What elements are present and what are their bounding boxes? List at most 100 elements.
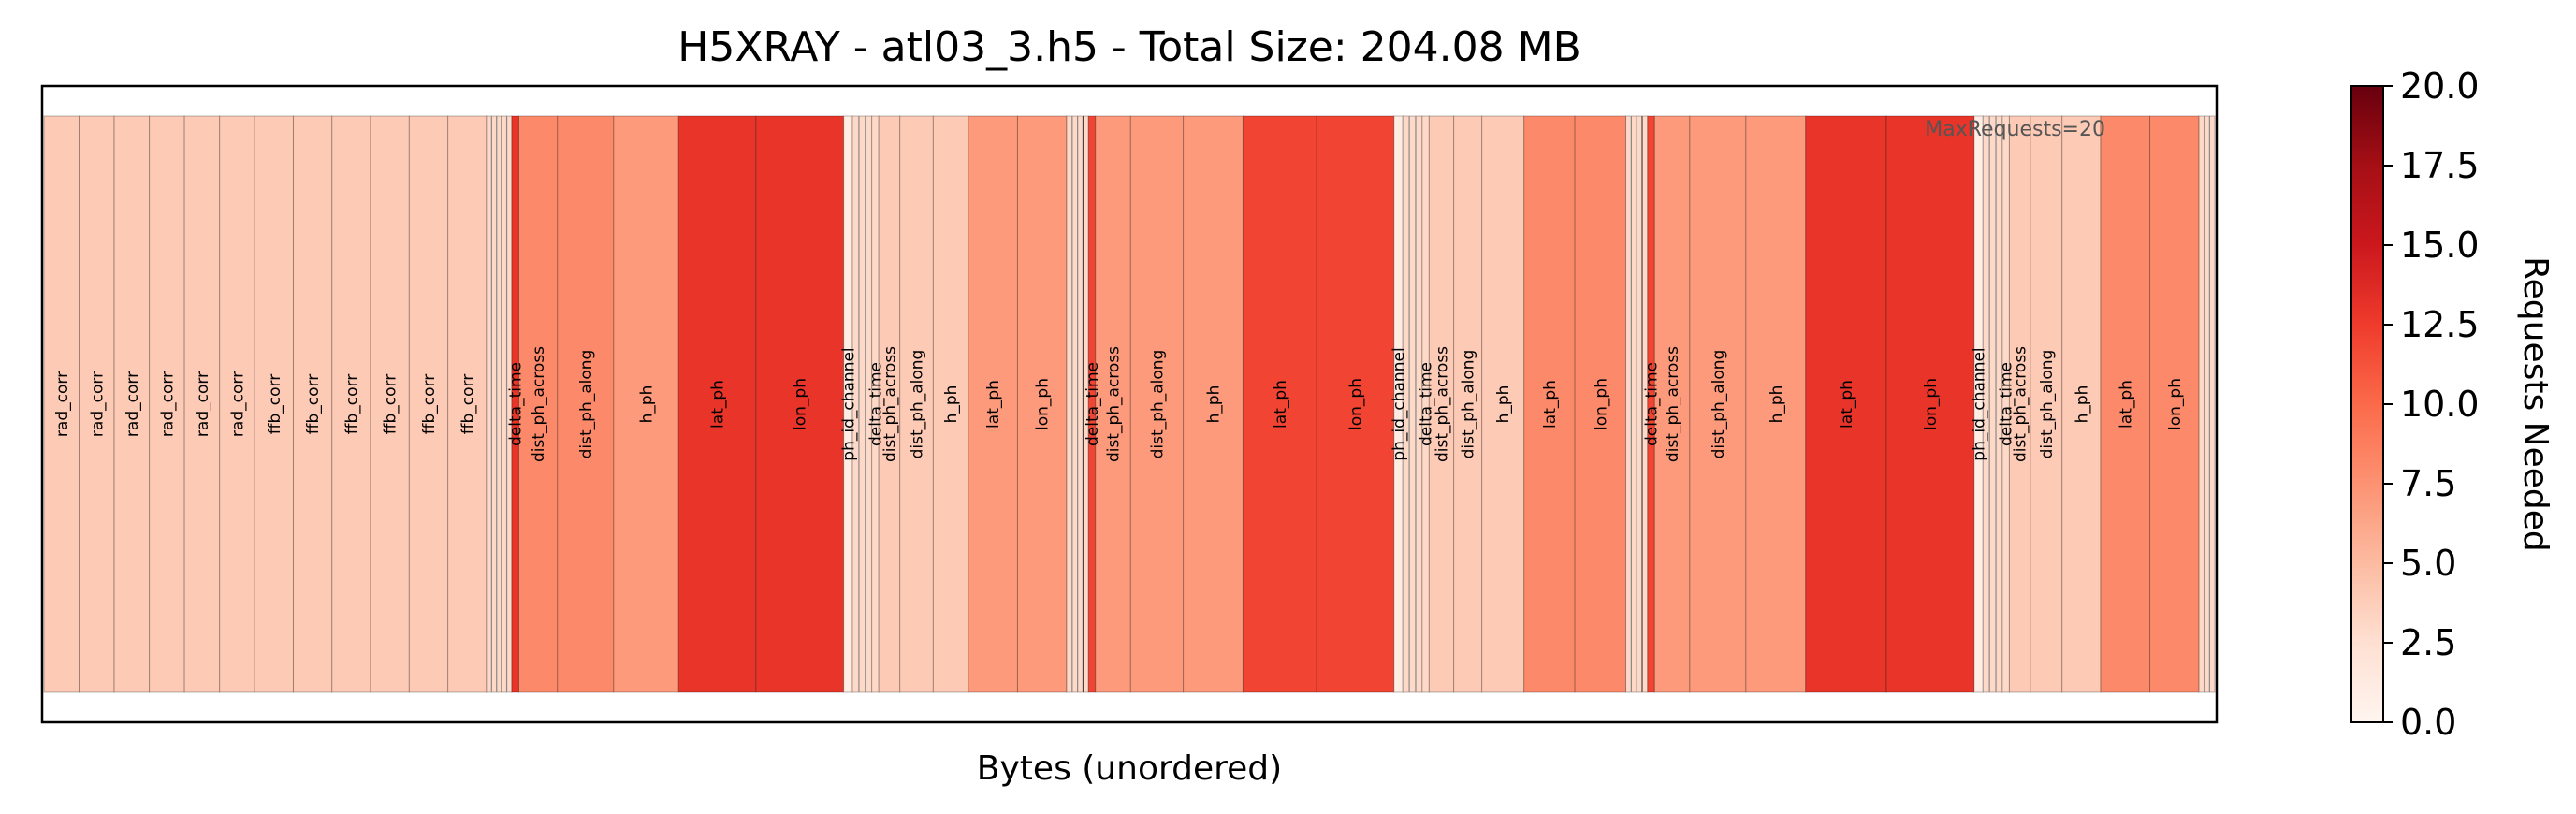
segment-dist_ph_along [1453,115,1483,693]
segment-label: ffb_corr [382,374,400,434]
segment-ffb_corr [331,115,371,693]
segment-ffb_corr [254,115,294,693]
segment-label: h_ph [1768,385,1786,424]
segment-ph_id_channel [1393,115,1404,693]
segment-label: delta_time [507,362,526,446]
chart-title: H5XRAY - atl03_3.h5 - Total Size: 204.08… [677,23,1581,71]
segment-dist_ph_across [1653,115,1691,693]
segment-label: h_ph [2073,385,2091,424]
segment-label: lon_ph [1592,378,1610,430]
segment-rad_corr [219,115,255,693]
segment-lat_ph [1242,115,1317,693]
colorbar-tick-label: 15.0 [2400,225,2480,266]
segment-label: delta_time [866,362,885,446]
segment-h_ph [1745,115,1807,693]
segment-delta_time [1421,115,1430,693]
segment-label: h_ph [1205,385,1224,424]
segment-label: dist_ph_along [577,350,596,459]
segment-lon_ph [1885,115,1975,693]
x-axis-label: Bytes (unordered) [977,749,1282,788]
segment-label: ph_id_channel [839,347,858,460]
segment-label: delta_time [1998,362,2016,446]
segment-label: rad_corr [158,371,177,437]
segment-label: rad_corr [228,371,247,437]
colorbar-tick-label: 0.0 [2400,702,2456,743]
colorbar-ticks-group: 0.0 2.5 5.0 7.5 10.0 12.5 15.0 17.5 20.0 [2383,65,2480,743]
segment-dist_ph_along [1689,115,1747,693]
segment-label: dist_ph_along [1710,350,1728,459]
segment-label: rad_corr [53,371,72,437]
segments-group [43,115,2216,693]
segment-label: dist_ph_along [1148,350,1167,459]
segment-lon_ph [1016,115,1068,693]
segment-h_ph [1183,115,1244,693]
segment-label: delta_time [1418,362,1436,446]
colorbar-tick-label: 17.5 [2400,145,2480,186]
segment-label: rad_corr [194,371,212,437]
segment-label: delta_time [1084,362,1102,446]
segment-label: lat_ph [2117,380,2135,429]
colorbar-label: Requests Needed [2516,256,2554,552]
segment-label: lon_ph [2166,378,2185,430]
segment-rad_corr [149,115,185,693]
segment-rad_corr [79,115,115,693]
segment-label: h_ph [638,385,657,424]
segment-dist_ph_across [1428,115,1455,693]
segment-ffb_corr [447,115,488,693]
segment-lon_ph [2149,115,2200,693]
colorbar-tick-label: 10.0 [2400,384,2480,425]
segment-rad_corr [43,115,80,693]
segment-label: lat_ph [1838,380,1856,429]
segment-label: dist_ph_along [1460,350,1478,459]
segment-dist_ph_along [2030,115,2063,693]
segment-label: lon_ph [1922,378,1941,430]
segment-dist_ph_across [2008,115,2031,693]
segment-lat_ph [968,115,1018,693]
segment-label: dist_ph_across [530,346,548,462]
segment-label: ffb_corr [304,374,323,434]
segment-rad_corr [183,115,221,693]
segment-label: dist_ph_along [2038,350,2057,459]
segment-label: delta_time [1643,362,1662,446]
segment-label: ffb_corr [420,374,439,434]
segment-label: dist_ph_along [909,350,927,459]
segment-label: ph_id_channel [1390,347,1409,460]
segment-label: dist_ph_across [2012,346,2030,462]
segment-label: rad_corr [124,371,142,437]
segment-dist_ph_along [1129,115,1185,693]
colorbar-tick-label: 20.0 [2400,65,2480,107]
segment-label: h_ph [1494,385,1513,424]
segment-lat_ph [677,115,757,693]
segment-label: ffb_corr [266,374,284,434]
colorbar-tick-label: 2.5 [2400,622,2456,663]
segment-label: dist_ph_across [880,346,899,462]
segment-label: lon_ph [792,378,810,430]
segment-label: ph_id_channel [1971,347,1989,460]
colorbar-tick-label: 7.5 [2400,463,2456,504]
plot-frame [40,84,2219,724]
segment-unlabeled [486,115,513,693]
segment-label: dist_ph_across [1664,346,1682,462]
segment-label: lat_ph [709,380,728,429]
segment-label: rad_corr [88,371,107,437]
segment-label: lon_ph [1347,378,1366,430]
segment-ph_id_channel [1973,115,1984,693]
segment-dist_ph_along [557,115,615,693]
segment-label: ffb_corr [458,374,477,434]
segment-label: lat_ph [984,380,1003,429]
segment-lon_ph [755,115,845,693]
colorbar-tick-label: 5.0 [2400,543,2456,584]
colorbar [2350,85,2384,723]
segment-label: lon_ph [1034,378,1053,430]
segment-h_ph [1481,115,1525,693]
segment-lat_ph [1523,115,1576,693]
segment-dist_ph_across [517,115,559,693]
segment-label: ffb_corr [342,374,361,434]
segment-label: lat_ph [1541,380,1560,429]
segment-label: dist_ph_across [1105,346,1124,462]
segment-rad_corr [113,115,151,693]
segment-unlabeled [2198,115,2216,693]
segment-label: dist_ph_across [1433,346,1451,462]
segment-h_ph [613,115,679,693]
